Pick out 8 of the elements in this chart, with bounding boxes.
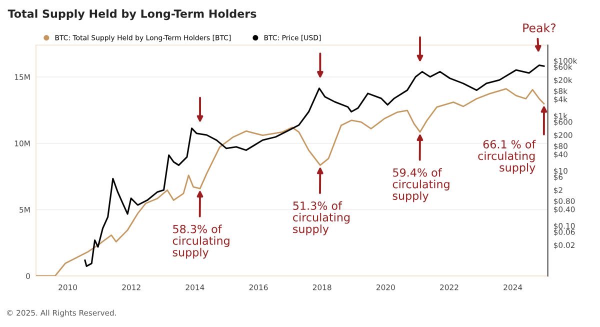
text: Peak? (523, 23, 556, 32)
annotation: 66.1 % of circulating supply (478, 140, 536, 174)
annotation: 59.4% of circulating supply (392, 168, 450, 202)
annotation: 58.3% of circulating supply (172, 224, 230, 259)
chart-title: Total Supply Held by Long-Term Holders (8, 9, 256, 20)
annotation: 51.3% of circulating supply (293, 201, 350, 236)
line-series (36, 88, 545, 276)
line-series (84, 64, 545, 267)
